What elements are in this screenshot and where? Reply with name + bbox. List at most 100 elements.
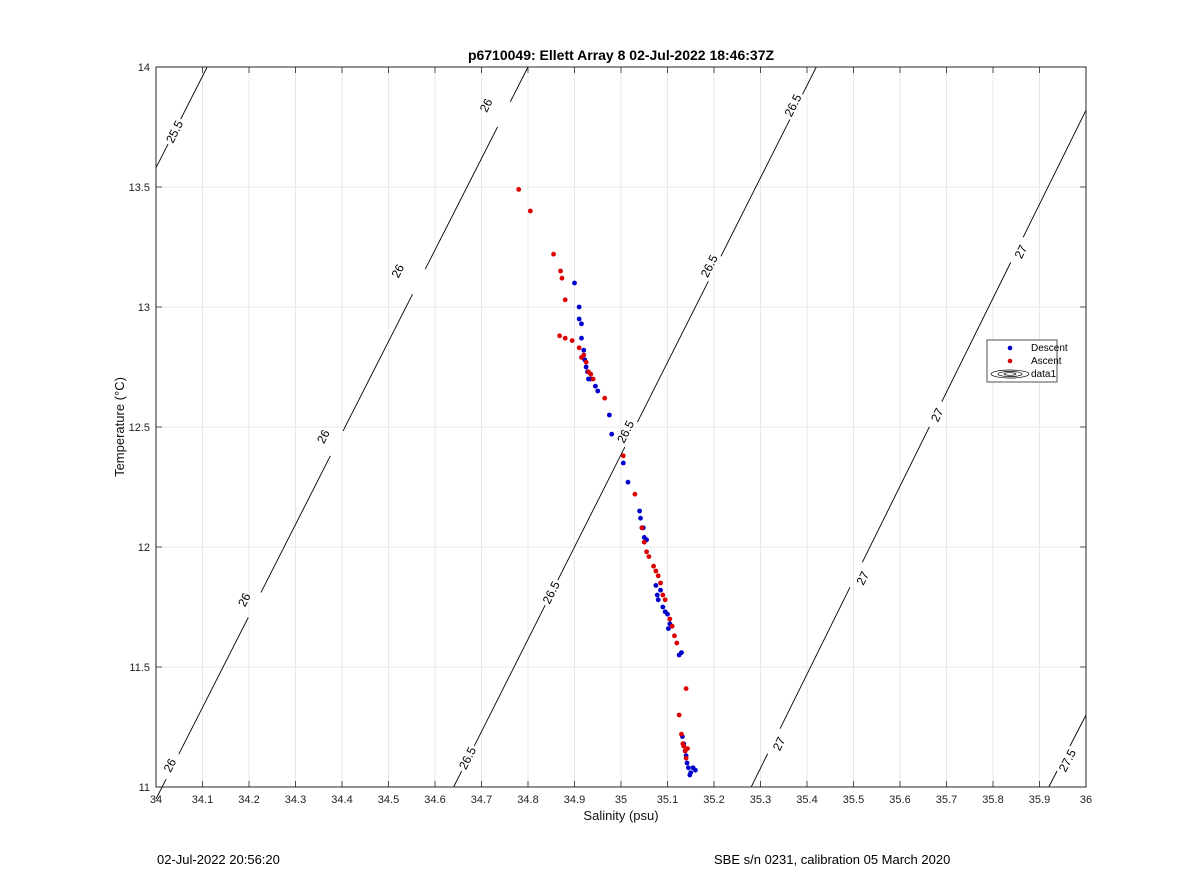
descent-point <box>637 508 642 514</box>
y-tick-label: 13.5 <box>129 182 150 194</box>
x-axis-ticks: 34 34.1 34.2 34.3 34.4 34.5 34.6 34.7 34.8 34.9 35… <box>150 67 1092 806</box>
contour-label: 27 <box>854 569 873 587</box>
ascent-point <box>681 743 687 749</box>
y-axis-ticks: 11 11.5 12 12.5 13 13.5 14 <box>129 62 1086 794</box>
x-tick-label: 34.9 <box>564 794 585 806</box>
contour-label: 26.5 <box>456 744 479 771</box>
x-axis-label: Salinity (psu) <box>583 808 658 823</box>
x-tick-label: 35.4 <box>796 794 817 806</box>
ascent-point <box>669 623 675 629</box>
x-tick-label: 34.4 <box>331 794 352 806</box>
y-tick-label: 11.5 <box>129 662 150 674</box>
contour-line <box>1022 110 1087 238</box>
x-tick-label: 35 <box>615 794 627 806</box>
density-contours: 25.5262626262626.526.526.526.526.5272727… <box>155 66 1087 800</box>
ascent-point <box>527 208 533 214</box>
descent-point <box>686 765 691 771</box>
legend-marker-data1 <box>990 369 1030 379</box>
x-tick-label: 34.6 <box>424 794 445 806</box>
ascent-point <box>658 580 663 586</box>
x-tick-label: 36 <box>1080 794 1092 806</box>
x-tick-label: 35.3 <box>750 794 771 806</box>
contour-27.5: 27.5 <box>1048 714 1087 788</box>
series-descent <box>572 280 698 778</box>
contour-line <box>180 66 208 120</box>
ascent-point <box>558 268 563 274</box>
contour-line <box>720 119 791 257</box>
contour-line <box>260 455 331 593</box>
descent-point <box>583 364 589 370</box>
ascent-point <box>581 352 587 358</box>
x-tick-label: 34.2 <box>238 794 259 806</box>
x-tick-label: 34.3 <box>285 794 306 806</box>
ascent-point <box>516 187 522 192</box>
descent-point <box>593 383 598 389</box>
x-tick-label: 34.8 <box>517 794 538 806</box>
contour-line <box>637 281 709 423</box>
legend-entry-ascent: Ascent <box>1031 356 1062 367</box>
descent-point <box>625 479 631 485</box>
descent-point <box>609 431 615 437</box>
contour-line <box>941 262 1012 402</box>
descent-point <box>653 583 659 588</box>
contour-label: 26 <box>389 262 408 281</box>
x-tick-label: 34 <box>150 794 162 806</box>
descent-point <box>655 597 661 603</box>
ascent-point <box>683 755 689 761</box>
ascent-point <box>646 554 652 559</box>
contour-line <box>1069 714 1087 747</box>
ascent-point <box>651 563 656 569</box>
ascent-point <box>590 376 596 382</box>
grid-lines <box>156 67 1086 787</box>
contour-label: 25.5 <box>163 118 186 145</box>
contour-label: 27 <box>1012 242 1031 260</box>
descent-point <box>693 767 698 773</box>
ascent-point <box>569 338 575 343</box>
ascent-point <box>672 633 677 639</box>
contour-line <box>861 426 930 563</box>
legend-marker-descent <box>1007 345 1013 351</box>
ascent-point <box>551 251 556 257</box>
contour-line <box>155 778 167 800</box>
y-tick-label: 12.5 <box>129 422 150 434</box>
contour-line <box>1048 770 1058 788</box>
ascent-point <box>676 712 682 718</box>
descent-point <box>679 650 684 655</box>
x-tick-label: 34.7 <box>471 794 492 806</box>
x-tick-label: 35.8 <box>982 794 1003 806</box>
y-axis-label: Temperature (°C) <box>112 377 127 477</box>
ascent-point <box>674 640 680 646</box>
contour-line <box>557 446 626 581</box>
ascent-point <box>679 731 684 737</box>
contour-line <box>424 126 498 270</box>
contour-label: 26.5 <box>782 92 805 119</box>
descent-point <box>660 604 666 610</box>
contour-label: 27.5 <box>1056 747 1079 774</box>
descent-point <box>620 460 626 466</box>
series-ascent <box>516 187 690 761</box>
y-tick-label: 13 <box>138 302 150 314</box>
ascent-point <box>685 746 690 751</box>
contour-25.5: 25.5 <box>155 66 208 169</box>
x-tick-label: 35.9 <box>1029 794 1050 806</box>
ascent-point <box>588 371 594 377</box>
legend-marker-ascent <box>1007 358 1013 364</box>
ascent-point <box>683 686 689 691</box>
ascent-point <box>667 616 673 622</box>
contour-line <box>155 143 169 169</box>
ascent-point <box>660 592 666 598</box>
contour-label: 26 <box>477 96 496 115</box>
descent-point <box>665 611 670 617</box>
chart-title: p6710049: Ellett Array 8 02-Jul-2022 18:… <box>468 47 775 63</box>
descent-point <box>595 388 601 394</box>
ascent-point <box>620 453 626 459</box>
ascent-point <box>557 333 563 339</box>
x-tick-label: 34.5 <box>378 794 399 806</box>
ascent-point <box>655 573 661 579</box>
legend-entry-descent: Descent <box>1031 343 1068 354</box>
x-tick-label: 35.2 <box>703 794 724 806</box>
descent-point <box>576 304 582 310</box>
legend: Descent Ascent data1 <box>986 339 1068 383</box>
contour-label: 26.5 <box>614 418 637 445</box>
contour-line <box>453 770 463 788</box>
